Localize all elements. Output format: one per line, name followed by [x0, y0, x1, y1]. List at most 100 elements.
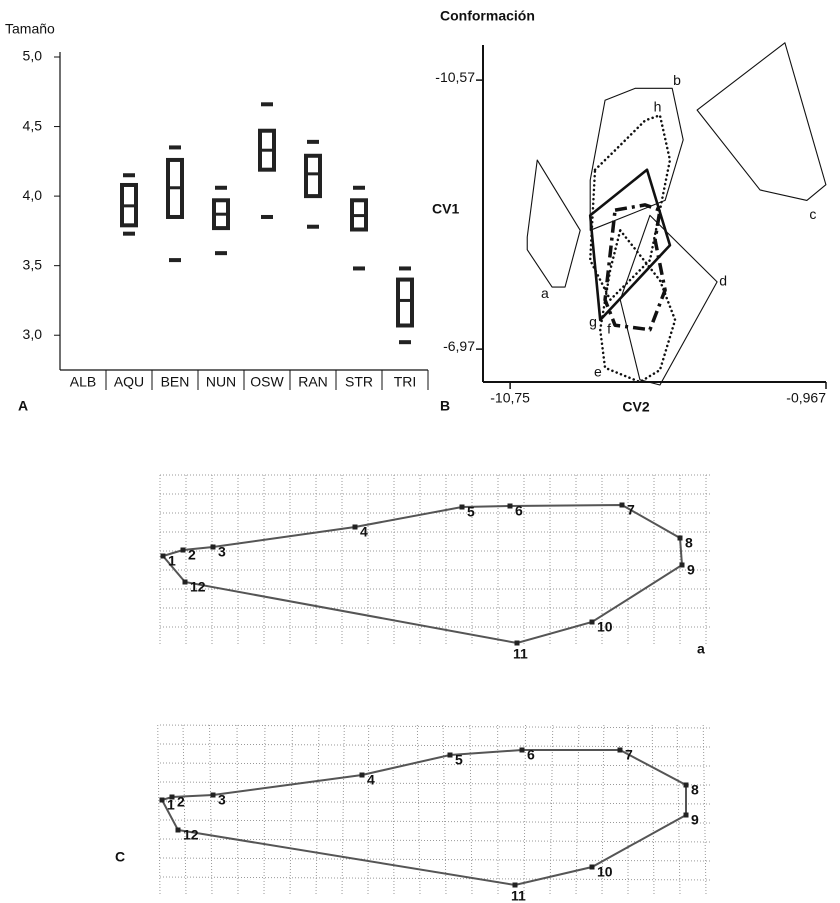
grid-line	[182, 724, 187, 896]
grid-line	[236, 724, 239, 896]
landmark	[160, 553, 166, 559]
hull-solid	[589, 87, 684, 231]
landmark-label: 10	[597, 619, 613, 635]
landmark-label: 11	[511, 888, 526, 903]
series-label: b	[673, 72, 681, 88]
landmark-label: 5	[455, 752, 463, 768]
grid-line	[523, 724, 527, 896]
landmark	[507, 503, 513, 509]
grid-line	[575, 724, 580, 896]
y-tick-label: 3,0	[23, 326, 43, 342]
hull-dashdot	[603, 203, 667, 332]
x-tick-label: -0,967	[786, 390, 826, 406]
hull-solid	[696, 42, 827, 201]
landmark	[210, 792, 216, 798]
landmark-label: 6	[515, 503, 523, 519]
y-axis-label: CV1	[432, 201, 459, 217]
grid-line	[702, 724, 707, 896]
series-label: a	[541, 285, 549, 301]
landmark-label: 9	[691, 812, 699, 828]
x-tick-label: -10,75	[490, 390, 530, 406]
box	[304, 153, 322, 199]
landmark-label: 11	[513, 646, 528, 662]
y-tick-label: 5,0	[23, 48, 43, 64]
y-axis-label: Tamaño	[5, 21, 55, 37]
series-label: d	[719, 273, 727, 289]
landmark-label: 4	[367, 772, 375, 788]
box	[396, 277, 414, 328]
grid-line	[367, 724, 370, 896]
grid-line	[263, 724, 266, 896]
grid-line	[416, 724, 421, 896]
landmark	[679, 562, 685, 568]
hull-solid	[619, 214, 718, 386]
landmark	[459, 504, 465, 510]
landmark	[512, 882, 518, 888]
landmark-label: 1	[168, 553, 176, 569]
landmark-label: 5	[467, 504, 475, 520]
landmark	[210, 544, 216, 550]
grid-line	[159, 819, 711, 824]
y-tick-label: -10,57	[435, 69, 475, 85]
landmark	[619, 502, 625, 508]
hull-dotted	[588, 113, 672, 302]
landmark	[175, 827, 181, 833]
landmark-label: 7	[625, 747, 633, 763]
landmark	[352, 524, 358, 530]
panel-label: C	[115, 849, 125, 865]
x-tick-label: STR	[345, 374, 373, 390]
grid-line	[159, 857, 711, 862]
landmark	[447, 752, 453, 758]
series-label: c	[809, 206, 816, 222]
landmark-label: 3	[218, 792, 226, 808]
landmark-label: 12	[190, 579, 206, 595]
grid-line	[469, 724, 473, 896]
series-label: g	[589, 314, 597, 330]
hull-solid	[526, 159, 581, 288]
grid-line	[289, 724, 293, 896]
landmark-label: 6	[527, 747, 535, 763]
grid-line	[341, 724, 345, 896]
landmark	[182, 579, 188, 585]
landmark-label: 1	[167, 797, 175, 813]
y-tick-label: 4,5	[23, 117, 43, 133]
x-tick-label: AQU	[114, 374, 144, 390]
series-label: h	[654, 99, 662, 115]
grid-line	[157, 724, 161, 896]
landmark-label: 7	[627, 502, 635, 518]
landmark	[159, 797, 165, 803]
landmark-label: 2	[177, 794, 185, 810]
y-tick-label: 3,5	[23, 256, 43, 272]
x-tick-label: ALB	[70, 374, 96, 390]
x-tick-label: RAN	[298, 374, 328, 390]
hull-thick	[588, 168, 672, 322]
x-tick-label: OSW	[250, 374, 284, 390]
grid-line	[159, 781, 711, 786]
landmark-label: 12	[183, 827, 199, 843]
grid-line	[209, 724, 213, 896]
series-label: f	[607, 321, 611, 337]
landmark-label: 2	[188, 547, 196, 563]
x-tick-label: BEN	[161, 374, 190, 390]
landmark	[514, 640, 520, 646]
diagram-label: a	[697, 641, 705, 657]
landmark	[683, 812, 689, 818]
grid-line	[601, 724, 605, 896]
landmark	[589, 619, 595, 625]
grid-line	[651, 724, 655, 896]
landmark	[359, 772, 365, 778]
landmark-label: 10	[597, 864, 613, 880]
landmark-label: 4	[360, 524, 368, 540]
grid-line	[315, 724, 320, 896]
x-tick-label: NUN	[206, 374, 236, 390]
chart-title: Conformación	[440, 8, 535, 24]
landmark-label: 9	[687, 562, 695, 578]
landmark	[589, 864, 595, 870]
grid-line	[159, 762, 711, 767]
grid-line	[159, 800, 711, 805]
series-label: e	[594, 363, 602, 379]
landmark	[617, 747, 623, 753]
landmark	[677, 535, 683, 541]
grid-line	[676, 724, 681, 896]
landmark	[683, 782, 689, 788]
